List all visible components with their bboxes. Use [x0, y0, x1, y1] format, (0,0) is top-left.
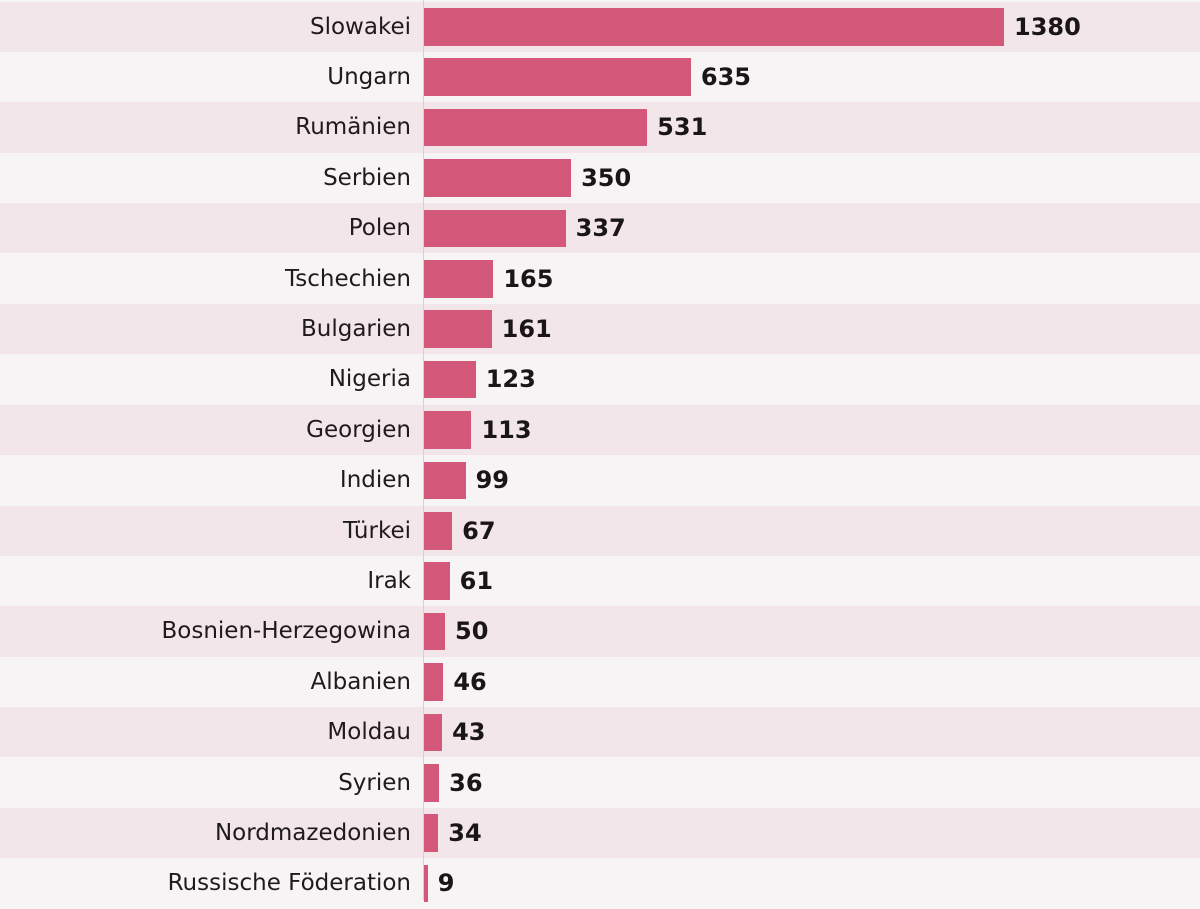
value-label: 43	[452, 718, 486, 747]
bar-row: Polen 337	[0, 203, 1200, 254]
value-label: 61	[459, 566, 494, 595]
bar	[424, 562, 450, 600]
category-label: Türkei	[343, 517, 411, 544]
category-label: Slowakei	[309, 13, 411, 40]
bar-row: Nordmazedonien 34	[0, 807, 1200, 859]
bar-row: Rumänien 531	[0, 102, 1200, 153]
bar	[424, 108, 648, 147]
bar	[424, 612, 445, 651]
bar-row: Moldau 43	[0, 707, 1200, 758]
bar	[424, 764, 440, 802]
bar-row: Syrien 36	[0, 757, 1200, 808]
category-label: Irak	[367, 567, 411, 594]
value-label: 67	[462, 516, 496, 545]
value-label: 46	[453, 667, 487, 696]
bar	[424, 814, 439, 852]
value-label: 165	[503, 264, 554, 293]
category-label: Nordmazedonien	[214, 819, 411, 846]
value-label: 9	[437, 869, 455, 898]
bar	[424, 461, 466, 500]
y-axis-line	[423, 0, 424, 900]
bar-row: Türkei 67	[0, 505, 1200, 556]
category-label: Indien	[339, 467, 411, 494]
bar	[424, 260, 494, 298]
bar	[424, 360, 476, 399]
value-label: 113	[481, 415, 532, 444]
bar-row: Slowakei 1380	[0, 1, 1200, 52]
bar-row: Serbien 350	[0, 152, 1200, 204]
value-label: 350	[581, 163, 632, 192]
bar	[424, 864, 428, 903]
category-label: Rumänien	[295, 114, 411, 141]
value-label: 161	[501, 314, 552, 343]
value-label: 36	[449, 768, 483, 797]
bar	[424, 713, 443, 752]
bar-row: Ungarn 635	[0, 51, 1200, 103]
value-label: 99	[475, 466, 509, 495]
bar-row: Bosnien-Herzegowina 50	[0, 606, 1200, 657]
category-label: Polen	[348, 215, 411, 242]
bar-row: Russische Föderation 9	[0, 858, 1200, 909]
bar-row: Nigeria 123	[0, 354, 1200, 405]
bar-row: Tschechien 165	[0, 253, 1200, 304]
value-label: 50	[455, 617, 489, 646]
category-label: Russische Föderation	[167, 870, 411, 897]
category-label: Georgien	[306, 416, 411, 443]
bar-row: Georgien 113	[0, 404, 1200, 456]
value-label: 1380	[1014, 12, 1081, 41]
bar-row: Albanien 46	[0, 656, 1200, 708]
bar	[424, 411, 472, 449]
bar-row: Irak 61	[0, 555, 1200, 607]
bar	[424, 8, 1004, 46]
bar	[424, 512, 453, 550]
value-label: 34	[448, 818, 482, 847]
value-label: 531	[657, 113, 708, 142]
category-label: Tschechien	[285, 265, 411, 292]
bar-row: Bulgarien 161	[0, 303, 1200, 355]
category-label: Bulgarien	[300, 315, 411, 342]
bar	[424, 663, 444, 701]
category-label: Moldau	[327, 719, 411, 746]
category-label: Ungarn	[327, 63, 411, 90]
category-label: Serbien	[323, 164, 411, 191]
value-label: 123	[485, 365, 536, 394]
bar	[424, 209, 566, 248]
category-label: Nigeria	[328, 366, 411, 393]
value-label: 635	[700, 62, 751, 91]
bar	[424, 310, 492, 348]
category-label: Bosnien-Herzegowina	[161, 618, 412, 645]
bar	[424, 159, 572, 197]
bar-row: Indien 99	[0, 455, 1200, 506]
value-label: 337	[575, 214, 626, 243]
category-label: Syrien	[338, 769, 411, 796]
category-label: Albanien	[310, 668, 411, 695]
bar	[424, 58, 691, 96]
